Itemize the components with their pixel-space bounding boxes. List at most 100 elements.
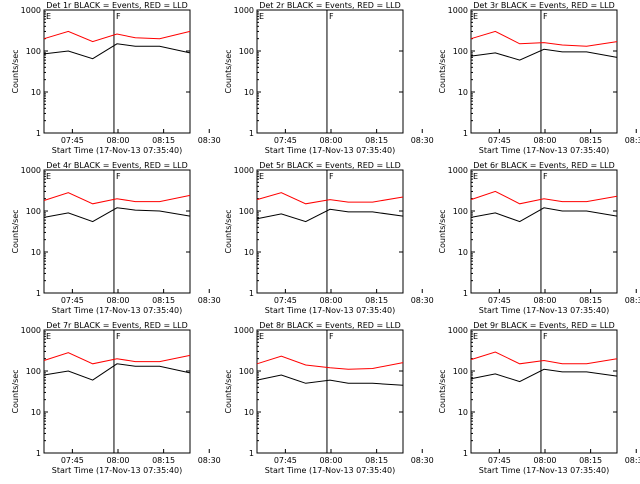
- x-tick-label: 07:45: [274, 456, 297, 465]
- x-tick-label: 08:30: [198, 136, 221, 145]
- y-tick-label: 1000: [234, 326, 254, 335]
- y-tick-label: 1000: [234, 6, 254, 15]
- detector-panel: Det 8r BLACK = Events, RED = LLD 1 10 100 10…: [224, 321, 434, 475]
- event-marker-label: E: [473, 12, 478, 21]
- events-series-line: [43, 43, 191, 60]
- y-tick-label: 10: [31, 248, 41, 257]
- y-tick-label: 1: [36, 129, 41, 138]
- y-tick-label: 1: [463, 129, 468, 138]
- event-marker-label: E: [259, 332, 264, 341]
- y-tick-label: 100: [26, 47, 41, 56]
- x-axis-label: Start Time (17-Nov-13 07:35:40): [479, 306, 609, 315]
- y-tick-label: 100: [26, 207, 41, 216]
- x-axis-label: Start Time (17-Nov-13 07:35:40): [265, 146, 395, 155]
- event-marker-label: F: [329, 12, 334, 21]
- x-tick-label: 08:30: [625, 136, 640, 145]
- lld-series-line: [43, 30, 191, 43]
- x-tick-label: 08:15: [365, 456, 388, 465]
- y-tick-label: 1000: [448, 6, 468, 15]
- detector-panel: Det 7r BLACK = Events, RED = LLD 1 10 100 10…: [11, 321, 221, 475]
- y-axis-label: Counts/sec: [11, 49, 20, 93]
- event-marker-label: F: [116, 172, 121, 181]
- x-tick-label: 08:00: [533, 456, 556, 465]
- detector-panel: Det 2r BLACK = Events, RED = LLD 1 10 100 10…: [224, 1, 434, 155]
- y-tick-label: 1000: [448, 166, 468, 175]
- y-tick-label: 10: [458, 88, 468, 97]
- x-tick-label: 08:00: [319, 136, 342, 145]
- lld-series-line: [43, 352, 191, 365]
- x-tick-label: 08:30: [411, 136, 434, 145]
- y-tick-label: 100: [453, 47, 468, 56]
- plot-frame: [43, 9, 191, 134]
- y-tick-label: 1000: [21, 6, 41, 15]
- x-axis-label: Start Time (17-Nov-13 07:35:40): [52, 306, 182, 315]
- y-axis-label: Counts/sec: [11, 369, 20, 413]
- x-tick-label: 08:15: [579, 456, 602, 465]
- detector-panel: Det 5r BLACK = Events, RED = LLD 1 10 100 10…: [224, 161, 434, 315]
- events-series-line: [470, 207, 618, 223]
- y-tick-label: 10: [31, 88, 41, 97]
- y-tick-label: 10: [244, 248, 254, 257]
- x-tick-label: 08:15: [152, 456, 175, 465]
- events-series-line: [256, 208, 404, 223]
- plot-frame: [470, 169, 618, 294]
- panel-title: Det 1r BLACK = Events, RED = LLD: [46, 1, 188, 10]
- x-tick-label: 08:30: [411, 456, 434, 465]
- y-tick-label: 10: [458, 408, 468, 417]
- y-tick-label: 100: [239, 47, 254, 56]
- event-marker-label: F: [116, 332, 121, 341]
- x-axis-label: Start Time (17-Nov-13 07:35:40): [265, 466, 395, 475]
- y-tick-label: 1: [249, 129, 254, 138]
- y-axis-label: Counts/sec: [224, 49, 233, 93]
- plot-frame: [470, 329, 618, 454]
- lld-series-line: [470, 351, 618, 365]
- events-series-line: [43, 363, 191, 381]
- event-marker-label: F: [543, 12, 548, 21]
- panel-title: Det 6r BLACK = Events, RED = LLD: [473, 161, 615, 170]
- x-tick-label: 08:15: [152, 296, 175, 305]
- event-marker-label: F: [116, 12, 121, 21]
- event-marker-label: E: [259, 172, 264, 181]
- event-marker-label: F: [543, 172, 548, 181]
- detector-panel: Det 1r BLACK = Events, RED = LLD 1 10 100 10…: [11, 1, 221, 155]
- x-tick-label: 08:30: [625, 456, 640, 465]
- x-tick-label: 08:00: [319, 456, 342, 465]
- events-series-line: [256, 374, 404, 386]
- y-tick-label: 1: [36, 289, 41, 298]
- y-tick-label: 10: [458, 248, 468, 257]
- x-tick-label: 07:45: [61, 136, 84, 145]
- y-axis-label: Counts/sec: [11, 209, 20, 253]
- y-axis-label: Counts/sec: [224, 209, 233, 253]
- x-tick-label: 08:00: [106, 456, 129, 465]
- x-tick-label: 08:30: [198, 296, 221, 305]
- y-tick-label: 1: [463, 449, 468, 458]
- y-axis-label: Counts/sec: [438, 369, 447, 413]
- x-axis-label: Start Time (17-Nov-13 07:35:40): [52, 466, 182, 475]
- y-axis-label: Counts/sec: [224, 369, 233, 413]
- x-tick-label: 07:45: [274, 296, 297, 305]
- panel-title: Det 7r BLACK = Events, RED = LLD: [46, 321, 188, 330]
- panel-title: Det 9r BLACK = Events, RED = LLD: [473, 321, 615, 330]
- event-marker-label: E: [46, 332, 51, 341]
- y-tick-label: 1: [249, 289, 254, 298]
- x-tick-label: 08:00: [533, 296, 556, 305]
- x-tick-label: 08:00: [106, 136, 129, 145]
- y-tick-label: 100: [453, 207, 468, 216]
- detector-panel: Det 6r BLACK = Events, RED = LLD 1 10 100 10…: [438, 161, 640, 315]
- x-tick-label: 08:15: [579, 296, 602, 305]
- lld-series-line: [470, 190, 618, 205]
- x-tick-label: 08:00: [533, 136, 556, 145]
- plot-frame: [256, 329, 404, 454]
- events-series-line: [43, 207, 191, 223]
- y-tick-label: 1: [463, 289, 468, 298]
- event-marker-label: E: [473, 172, 478, 181]
- y-tick-label: 100: [453, 367, 468, 376]
- plot-frame: [256, 169, 404, 294]
- y-tick-label: 10: [244, 408, 254, 417]
- lld-series-line: [43, 192, 191, 205]
- plot-frame: [470, 9, 618, 134]
- y-tick-label: 1: [249, 449, 254, 458]
- x-axis-label: Start Time (17-Nov-13 07:35:40): [479, 146, 609, 155]
